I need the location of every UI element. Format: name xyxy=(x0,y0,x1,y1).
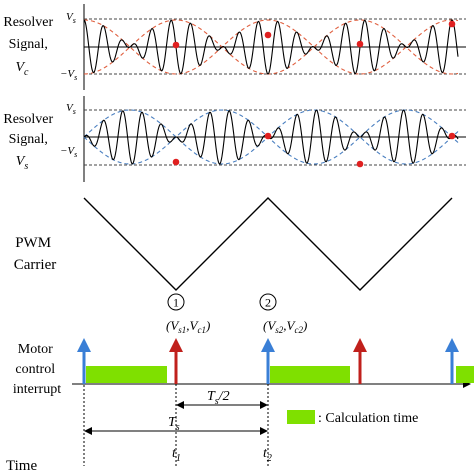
calc-bar-3 xyxy=(456,366,474,383)
marker-1-values: (Vs1,Vc1) xyxy=(166,318,210,335)
calc-bar-1 xyxy=(86,366,167,383)
vc-carrier-wave xyxy=(83,19,459,75)
vs-sample-point xyxy=(448,132,456,140)
calc-bar-2 xyxy=(270,366,350,383)
vs-envelope-upper xyxy=(83,109,459,165)
marker-2-circle xyxy=(259,293,277,311)
resolver-vc-panel: Resolver Signal, Vc Vs −Vs xyxy=(3,4,466,90)
vs-sample-point xyxy=(356,160,364,168)
resolver-vc-label: Resolver Signal, Vc xyxy=(3,15,56,78)
interrupt-arrow-red-2 xyxy=(353,338,367,384)
half-period-span: Ts/2 xyxy=(176,389,268,409)
pwm-carrier-panel: PWM Carrier xyxy=(14,197,453,291)
marker-2-number: 2 xyxy=(265,296,271,310)
pwm-triangle-wave xyxy=(83,197,453,291)
t2-label: t2 xyxy=(263,446,272,464)
motor-interrupt-panel: Motor control interrupt xyxy=(13,338,474,466)
legend-text: : Calculation time xyxy=(318,411,418,426)
resolver-vs-panel: Resolver Signal, Vs Vs −Vs xyxy=(3,96,466,182)
legend-swatch xyxy=(287,410,315,424)
t1-label: t1 xyxy=(172,446,181,464)
vc-sample-point xyxy=(448,20,456,28)
sample-marker-2: 2 (Vs2,Vc2) xyxy=(259,293,307,335)
interrupt-arrow-blue-2 xyxy=(261,338,275,384)
full-period-span: Ts xyxy=(84,415,268,435)
vs-sample-points xyxy=(172,132,456,168)
vs-envelope-lower xyxy=(83,109,459,165)
sample-marker-1: 1 (Vs1,Vc1) xyxy=(166,293,210,335)
time-axis-row: Time t1 t2 xyxy=(6,446,272,474)
vs-pos-tick: Vs xyxy=(66,102,76,116)
vs-sample-point xyxy=(264,132,272,140)
marker-1-circle xyxy=(167,293,185,311)
resolver-vs-label: Resolver Signal, Vs xyxy=(3,112,56,172)
interrupt-arrow-red-1 xyxy=(169,338,183,384)
vc-neg-tick: −Vs xyxy=(60,68,77,82)
half-period-label: Ts/2 xyxy=(207,389,230,407)
full-period-label: Ts xyxy=(168,415,180,433)
vs-sample-point xyxy=(172,158,180,166)
marker-2-values: (Vs2,Vc2) xyxy=(263,318,307,335)
interrupt-arrow-blue-1 xyxy=(77,338,91,384)
time-label: Time xyxy=(6,458,37,474)
vc-sample-point xyxy=(264,31,272,39)
marker-1-number: 1 xyxy=(173,296,179,310)
pwm-label: PWM Carrier xyxy=(14,235,56,273)
interrupt-arrow-blue-3 xyxy=(445,338,459,384)
motor-label: Motor control interrupt xyxy=(13,342,61,397)
vs-carrier-wave xyxy=(83,109,459,165)
legend: : Calculation time xyxy=(287,410,418,426)
vc-pos-tick: Vs xyxy=(66,11,76,25)
vc-sample-points xyxy=(172,20,456,49)
vc-sample-point xyxy=(172,41,180,49)
vs-neg-tick: −Vs xyxy=(60,145,77,159)
vc-sample-point xyxy=(356,40,364,48)
